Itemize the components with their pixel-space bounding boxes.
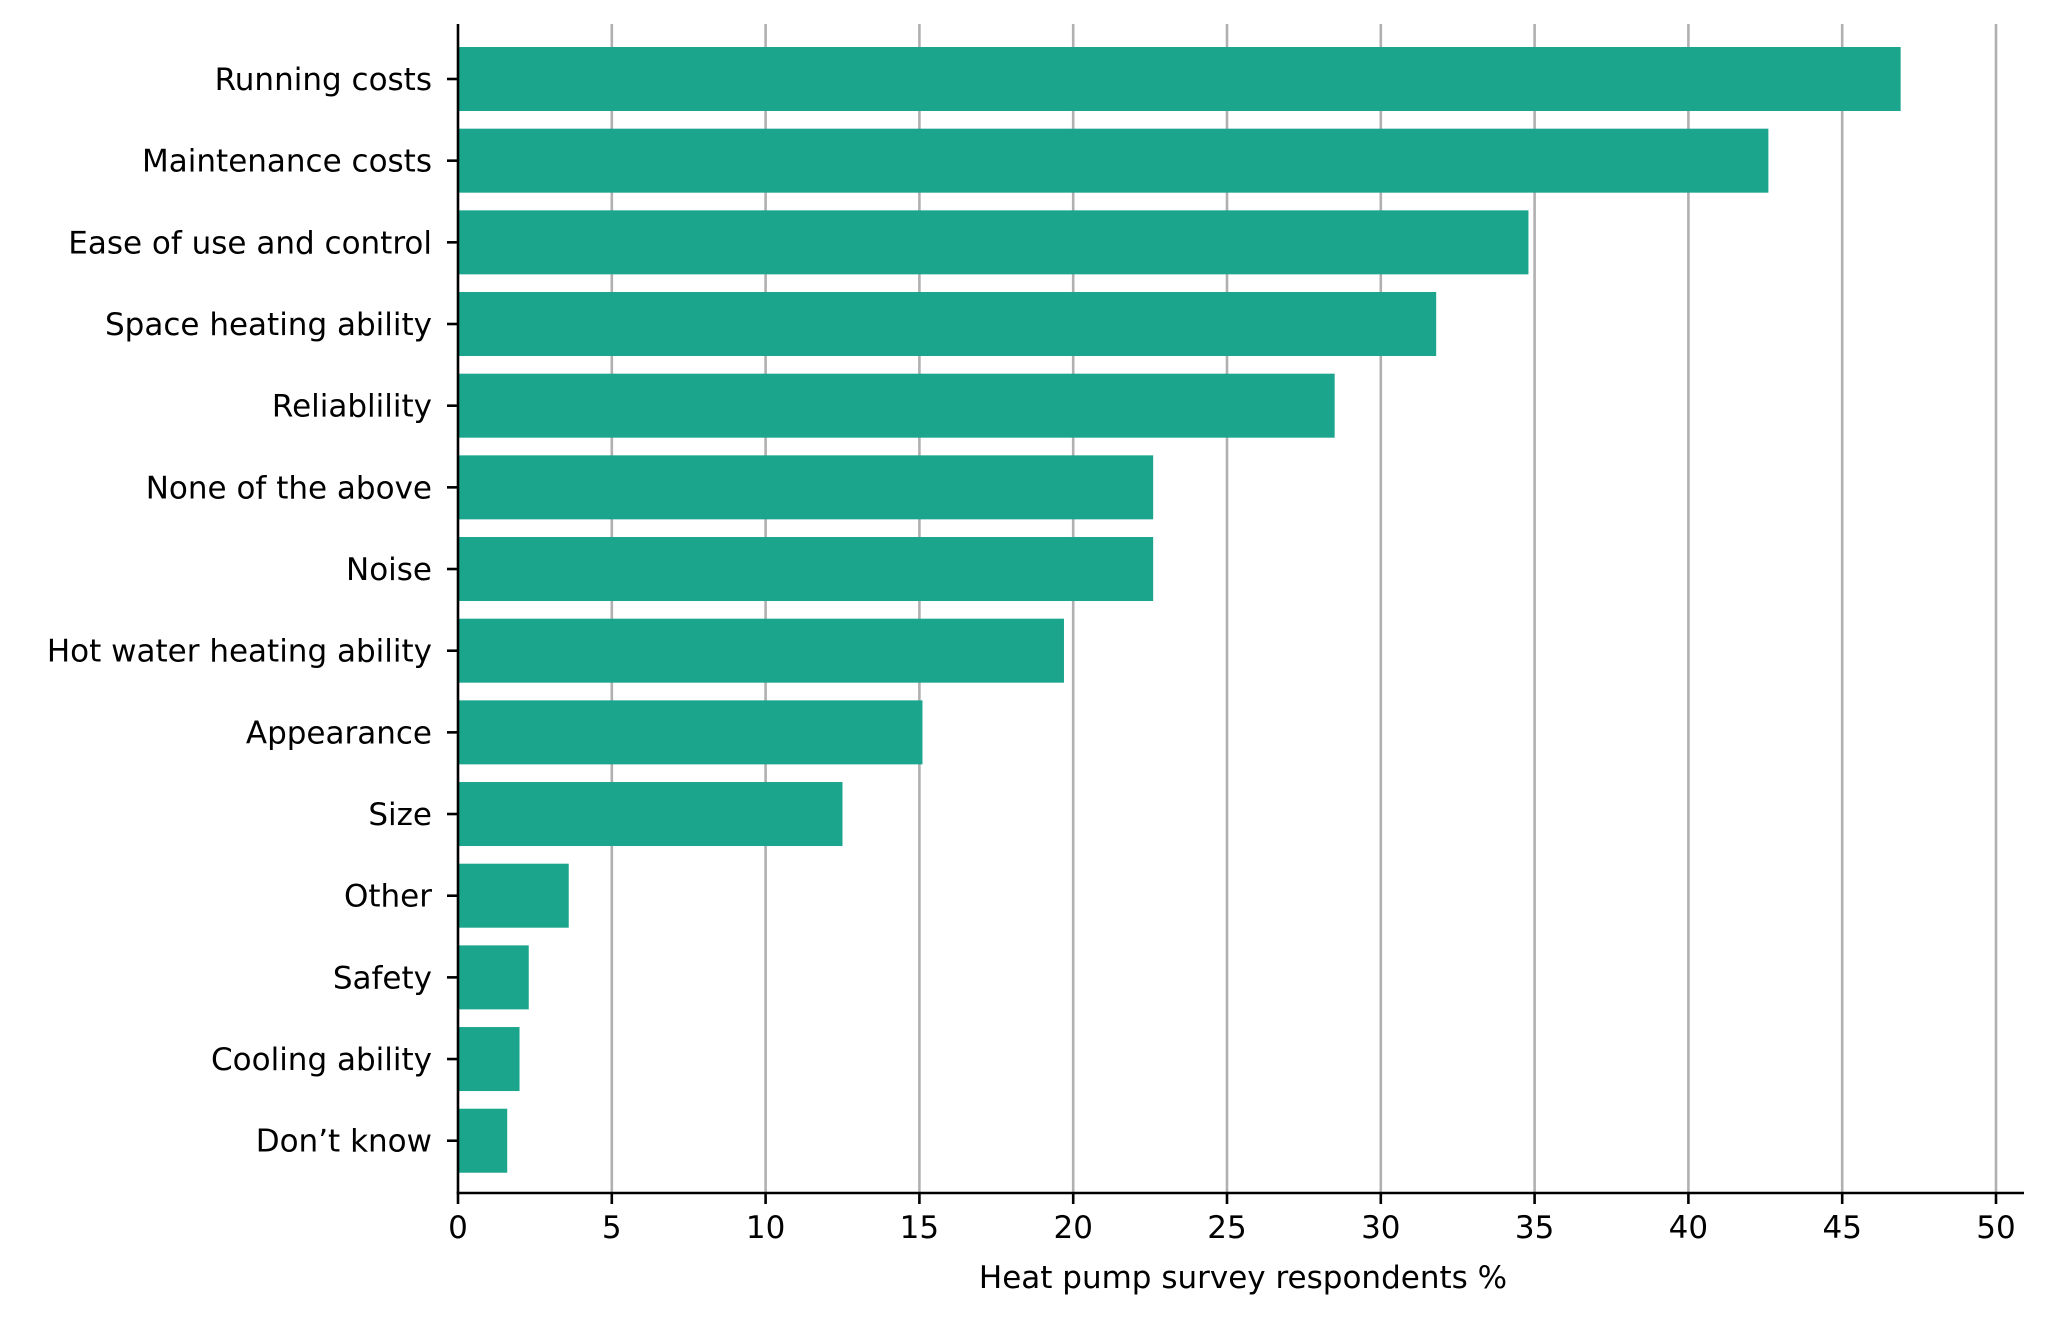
bar <box>458 782 843 847</box>
axes <box>447 24 2024 1204</box>
x-tick-label: 10 <box>746 1210 785 1246</box>
bar <box>458 700 923 765</box>
bar <box>458 1108 508 1173</box>
category-label: Don’t know <box>256 1124 432 1160</box>
bar <box>458 292 1437 357</box>
category-label: Ease of use and control <box>68 225 432 261</box>
x-tick-label: 15 <box>900 1210 939 1246</box>
x-tick-label: 40 <box>1669 1210 1708 1246</box>
x-tick-label: 30 <box>1361 1210 1400 1246</box>
bar <box>458 1027 520 1092</box>
bar <box>458 863 569 928</box>
category-label: Cooling ability <box>211 1042 432 1078</box>
x-tick-label: 25 <box>1207 1210 1246 1246</box>
category-label: Safety <box>333 960 432 996</box>
x-tick-label: 35 <box>1515 1210 1554 1246</box>
category-label: Size <box>368 797 432 833</box>
x-tick-label: 45 <box>1822 1210 1861 1246</box>
x-tick-label: 5 <box>602 1210 622 1246</box>
bar <box>458 618 1064 683</box>
bar <box>458 128 1769 193</box>
bars <box>458 47 1901 1173</box>
category-label: Reliablility <box>272 389 432 425</box>
bar <box>458 537 1154 602</box>
category-label: Other <box>344 879 432 915</box>
bar <box>458 455 1154 520</box>
x-tick-label: 0 <box>448 1210 468 1246</box>
category-label: Noise <box>346 552 432 588</box>
grid-lines <box>610 24 1998 1193</box>
category-label: None of the above <box>146 470 432 506</box>
bar <box>458 47 1901 111</box>
bar <box>458 210 1529 275</box>
category-label: Space heating ability <box>105 307 432 343</box>
category-label: Maintenance costs <box>142 144 432 180</box>
x-axis-title: Heat pump survey respondents % <box>979 1260 1507 1296</box>
category-label: Appearance <box>246 715 432 751</box>
x-tick-label: 50 <box>1976 1210 2015 1246</box>
category-label: Running costs <box>215 62 432 98</box>
bar <box>458 373 1335 438</box>
labels: 0 5 10 15 20 25 30 35 40 45 50 Running costs Mainten… <box>47 62 2016 1246</box>
category-label: Hot water heating ability <box>47 634 432 670</box>
bar <box>458 945 529 1010</box>
x-tick-label: 20 <box>1053 1210 1092 1246</box>
